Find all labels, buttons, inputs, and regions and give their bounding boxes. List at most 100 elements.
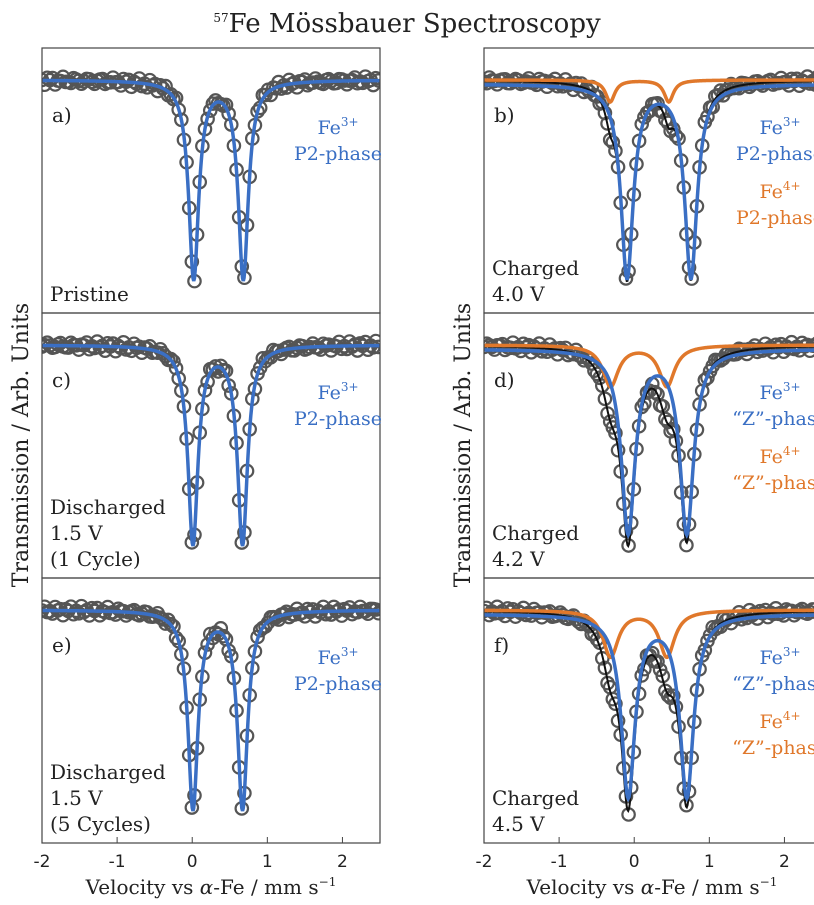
state-label: Charged <box>492 256 579 280</box>
state-label: 1.5 V <box>50 521 103 545</box>
data-point <box>371 605 380 621</box>
phase-ion-label: Fe4+ <box>759 709 800 733</box>
phase-ion-label: Fe3+ <box>759 380 800 404</box>
phase-name-label: P2-phase <box>294 673 382 695</box>
data-point <box>660 688 676 703</box>
phase-name-label: “Z”-phase <box>732 472 814 494</box>
data-point <box>168 360 184 376</box>
x-tick-label: 2 <box>779 852 790 872</box>
total-fit-line <box>484 610 814 814</box>
y-axis-label-right: Transmission / Arb. Units <box>451 303 476 587</box>
data-point <box>650 654 665 669</box>
data-point <box>66 606 81 622</box>
data-point <box>608 696 623 712</box>
data-points <box>42 69 380 289</box>
x-axis-label-right: Velocity vs α-Fe / mm s−1 <box>526 875 778 899</box>
fe3-fit-line <box>484 613 814 803</box>
plot-area <box>484 69 814 286</box>
panel-a: a) Pristine Fe3+ P2-phase <box>41 47 382 314</box>
state-label: 4.5 V <box>492 812 545 836</box>
state-label: 4.2 V <box>492 547 545 571</box>
phase-ion-label: Fe3+ <box>317 380 358 404</box>
phase-name-label: “Z”-phase <box>732 737 814 759</box>
fe3-fit-line <box>484 348 814 539</box>
state-label: (1 Cycle) <box>50 547 141 571</box>
x-tick-label: 1 <box>262 852 273 872</box>
state-label: Pristine <box>50 282 129 306</box>
x-tick-label: -2 <box>476 852 493 872</box>
state-label: Charged <box>492 521 579 545</box>
fe3-fit-line <box>484 83 814 281</box>
x-tick-label: 0 <box>187 852 198 872</box>
x-tick-label: -2 <box>34 852 51 872</box>
figure-title: 57Fe Mössbauer Spectroscopy <box>213 9 601 39</box>
plot-area <box>42 69 380 289</box>
fe4-fit-line <box>484 608 814 660</box>
phase-ion-label: Fe4+ <box>759 444 800 468</box>
phase-name-label: P2-phase <box>736 143 814 165</box>
phase-ion-label: Fe3+ <box>759 115 800 139</box>
data-point <box>334 341 349 357</box>
data-point <box>597 391 613 407</box>
data-point <box>597 660 613 676</box>
state-label: 1.5 V <box>50 786 103 810</box>
data-point <box>163 616 179 632</box>
fe3-fit-line <box>42 608 380 812</box>
plot-area <box>42 598 380 816</box>
phase-ion-label: Fe3+ <box>759 645 800 669</box>
panel-letter: e) <box>52 633 72 657</box>
data-point <box>810 606 814 620</box>
fe3-fit-line <box>42 343 380 547</box>
phase-name-label: “Z”-phase <box>732 408 814 430</box>
data-point <box>87 340 102 356</box>
data-points <box>484 69 814 286</box>
x-tick-label: -1 <box>109 852 126 872</box>
data-points <box>484 334 814 553</box>
x-tick-label: 1 <box>704 852 715 872</box>
phase-ion-label: Fe3+ <box>317 645 358 669</box>
data-point <box>621 538 636 553</box>
y-axis-label-left: Transmission / Arb. Units <box>9 303 34 587</box>
total-fit-line <box>484 345 814 549</box>
plot-area <box>484 334 814 553</box>
data-point <box>171 102 187 118</box>
panel-letter: c) <box>52 368 71 392</box>
fe3-fit-line <box>42 78 380 282</box>
phase-name-label: “Z”-phase <box>732 673 814 695</box>
state-label: (5 Cycles) <box>50 812 151 836</box>
panel-letter: d) <box>494 368 515 392</box>
data-point <box>368 70 380 86</box>
data-point <box>810 336 814 350</box>
data-point <box>810 70 814 84</box>
x-tick-label: 2 <box>337 852 348 872</box>
data-point <box>647 384 663 400</box>
data-point <box>700 370 715 386</box>
state-label: Discharged <box>50 760 166 784</box>
plot-area <box>484 599 814 822</box>
phase-name-label: P2-phase <box>294 408 382 430</box>
panel-frame <box>483 577 814 844</box>
panel-letter: f) <box>494 633 509 657</box>
state-label: Charged <box>492 786 579 810</box>
title-isotope: 57 <box>213 11 228 25</box>
data-point <box>100 335 116 351</box>
x-axis-label-left: Velocity vs α-Fe / mm s−1 <box>85 875 337 899</box>
phase-ion-label: Fe4+ <box>759 179 800 203</box>
data-point <box>166 354 181 369</box>
data-point <box>216 628 231 644</box>
data-point <box>318 606 334 622</box>
panel-letter: a) <box>52 103 72 127</box>
panel-frame <box>41 577 381 844</box>
plot-area <box>42 333 380 550</box>
data-point <box>658 411 673 427</box>
phase-name-label: P2-phase <box>736 207 814 229</box>
phase-name-label: P2-phase <box>294 143 382 165</box>
panel-letter: b) <box>494 103 515 127</box>
